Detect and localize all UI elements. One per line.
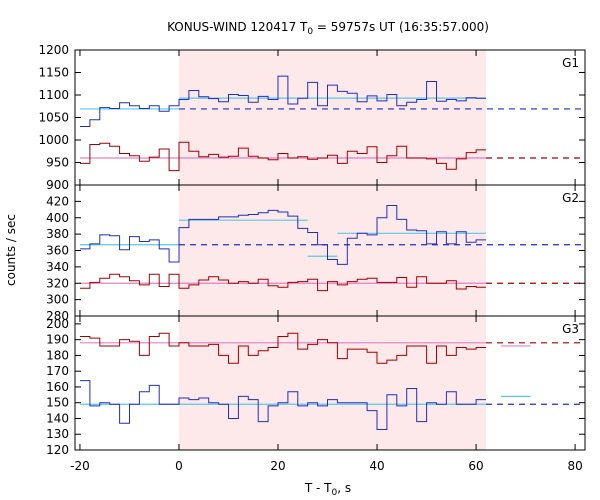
y-tick-label: 1200	[38, 43, 69, 57]
y-tick-label: 400	[46, 211, 69, 225]
panel-label-g2: G2	[562, 191, 579, 205]
y-tick-label: 320	[46, 276, 69, 290]
y-tick-label: 120	[46, 443, 69, 457]
y-tick-label: 190	[46, 333, 69, 347]
y-tick-label: 1150	[38, 66, 69, 80]
panel-label-g1: G1	[562, 56, 579, 70]
series-red-g1	[80, 141, 486, 172]
y-tick-label: 950	[46, 156, 69, 170]
y-tick-label: 300	[46, 293, 69, 307]
y-tick-label: 140	[46, 411, 69, 425]
highlight-interval	[178, 50, 486, 450]
y-tick-label: 170	[46, 364, 69, 378]
series-blue-g2	[80, 205, 486, 265]
panel-label-g3: G3	[562, 322, 579, 336]
y-tick-label: 340	[46, 260, 69, 274]
highlight-interval-layer	[178, 50, 486, 450]
x-tick-label: 0	[175, 459, 183, 473]
series-red-g3	[80, 332, 486, 364]
x-tick-label: 20	[270, 459, 285, 473]
y-tick-label: 380	[46, 227, 69, 241]
y-axis-label: counts / sec	[4, 214, 18, 286]
y-tick-label: 200	[46, 317, 69, 331]
x-axis-label: T - T0, s	[304, 481, 351, 498]
x-tick-label: -20	[70, 459, 90, 473]
x-tick-label: 40	[369, 459, 384, 473]
y-tick-label: 280	[46, 309, 69, 323]
series-blue-g3	[80, 380, 486, 430]
y-tick-label: 1050	[38, 111, 69, 125]
y-tick-label: 160	[46, 380, 69, 394]
y-tick-label: 360	[46, 244, 69, 258]
y-tick-label: 900	[46, 178, 69, 192]
y-tick-label: 130	[46, 427, 69, 441]
series-layer	[80, 75, 486, 430]
x-tick-label: 80	[567, 459, 582, 473]
x-tick-label: 60	[468, 459, 483, 473]
series-blue-g1	[80, 75, 486, 127]
ticks-layer: G190095010001050110011501200G22803003203…	[38, 43, 585, 473]
series-red-g2	[80, 273, 486, 292]
y-tick-label: 1100	[38, 88, 69, 102]
y-tick-label: 420	[46, 194, 69, 208]
y-tick-label: 1000	[38, 133, 69, 147]
y-tick-label: 180	[46, 348, 69, 362]
chart-title: KONUS-WIND 120417 T0 = 59757s UT (16:35:…	[167, 20, 489, 37]
panel-frame-g3	[74, 315, 586, 451]
y-tick-label: 150	[46, 396, 69, 410]
